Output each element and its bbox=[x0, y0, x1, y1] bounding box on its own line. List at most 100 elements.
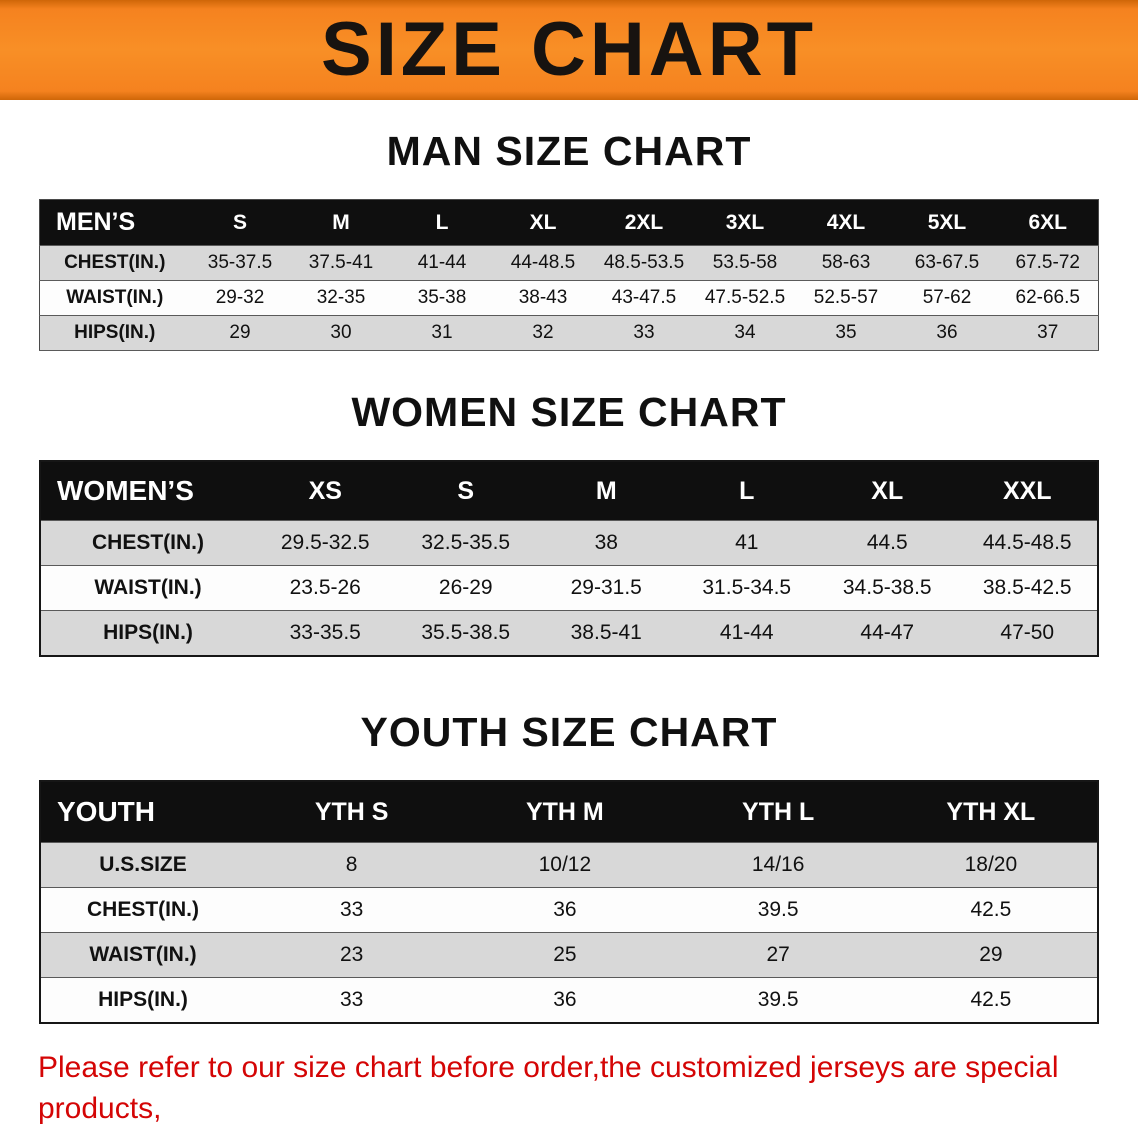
size-value-cell: 33 bbox=[339, 988, 364, 1011]
size-value-cell: 38.5-41 bbox=[570, 621, 642, 644]
size-value-cell: 27 bbox=[766, 943, 790, 966]
table-row: HIPS(IN.) 33 36 39.5 42.5 bbox=[40, 977, 1098, 1023]
size-chart-banner: SIZE CHART bbox=[0, 0, 1138, 100]
size-column-header: 4XL bbox=[795, 199, 897, 246]
table-row: CHEST(IN.) 35-37.5 37.5-41 41-44 44-48.5 48.5… bbox=[39, 245, 1099, 281]
size-column-header: S bbox=[189, 199, 291, 246]
size-value-cell: 29.5-32.5 bbox=[280, 531, 370, 554]
disclaimer-line-1: Please refer to our size chart before or… bbox=[38, 1051, 1059, 1125]
women-size-table: WOMEN’S XS S M L XL XXL CHEST(IN.) 29.5-32.5 32.5… bbox=[39, 460, 1099, 657]
size-value-cell: 48.5-53.5 bbox=[603, 252, 685, 273]
size-value-cell: 23 bbox=[339, 943, 364, 966]
men-size-table: MEN’S S M L XL 2XL 3XL 4XL 5XL 6XL CHEST(IN.) 35-37… bbox=[39, 199, 1099, 351]
size-value-cell: 37.5-41 bbox=[308, 252, 374, 273]
size-value-cell: 67.5-72 bbox=[1015, 252, 1080, 273]
row-label: WAIST(IN.) bbox=[66, 287, 164, 308]
size-value-cell: 35.5-38.5 bbox=[421, 621, 511, 644]
row-label: CHEST(IN.) bbox=[64, 252, 166, 273]
size-column-header: XL bbox=[817, 461, 958, 521]
table-row: CHEST(IN.) 29.5-32.5 32.5-35.5 38 41 44.5 44.5… bbox=[40, 520, 1098, 566]
size-value-cell: 34 bbox=[734, 322, 756, 343]
size-value-cell: 47-50 bbox=[1000, 621, 1055, 644]
row-label: HIPS(IN.) bbox=[98, 988, 188, 1011]
row-label: U.S.SIZE bbox=[99, 853, 187, 876]
row-label: HIPS(IN.) bbox=[74, 322, 156, 343]
size-value-cell: 41 bbox=[735, 531, 759, 554]
size-column-header: 5XL bbox=[896, 199, 998, 246]
size-value-cell: 32-35 bbox=[316, 287, 366, 308]
size-value-cell: 34.5-38.5 bbox=[842, 576, 932, 599]
size-column-header: 6XL bbox=[997, 199, 1099, 246]
table-row: U.S.SIZE 8 10/12 14/16 18/20 bbox=[40, 842, 1098, 888]
size-column-header: L bbox=[676, 461, 817, 521]
row-label: HIPS(IN.) bbox=[103, 621, 193, 644]
table-row: HIPS(IN.) 29 30 31 32 33 34 35 36 37 bbox=[39, 315, 1099, 351]
men-section-heading: MAN SIZE CHART bbox=[386, 128, 752, 174]
women-section-heading: WOMEN SIZE CHART bbox=[351, 389, 787, 435]
size-column-header: YTH M bbox=[458, 781, 672, 843]
table-row: CHEST(IN.) 33 36 39.5 42.5 bbox=[40, 887, 1098, 933]
size-value-cell: 33 bbox=[339, 898, 364, 921]
size-value-cell: 18/20 bbox=[964, 853, 1018, 876]
size-value-cell: 35-37.5 bbox=[207, 252, 273, 273]
size-column-header: XL bbox=[492, 199, 594, 246]
size-column-header: YTH L bbox=[671, 781, 885, 843]
size-value-cell: 41-44 bbox=[719, 621, 774, 644]
women-size-section: WOMEN SIZE CHART WOMEN’S XS S M L XL XXL CHEST(… bbox=[0, 389, 1138, 657]
size-value-cell: 39.5 bbox=[757, 898, 799, 921]
page-title: SIZE CHART bbox=[321, 7, 817, 92]
size-value-cell: 33 bbox=[633, 322, 655, 343]
size-column-header: 3XL bbox=[694, 199, 796, 246]
size-value-cell: 32 bbox=[532, 322, 554, 343]
table-row: WAIST(IN.) 29-32 32-35 35-38 38-43 43-47.5 47.… bbox=[39, 280, 1099, 316]
table-corner-label: MEN’S bbox=[39, 199, 190, 246]
size-value-cell: 43-47.5 bbox=[611, 287, 677, 308]
row-label: WAIST(IN.) bbox=[94, 576, 202, 599]
size-value-cell: 37 bbox=[1037, 322, 1059, 343]
size-value-cell: 36 bbox=[553, 898, 577, 921]
size-value-cell: 52.5-57 bbox=[813, 287, 879, 308]
size-value-cell: 47.5-52.5 bbox=[704, 287, 786, 308]
size-column-header: S bbox=[395, 461, 536, 521]
size-value-cell: 53.5-58 bbox=[712, 252, 778, 273]
size-value-cell: 30 bbox=[330, 322, 352, 343]
size-column-header: YTH S bbox=[245, 781, 459, 843]
table-header-row: YOUTH YTH S YTH M YTH L YTH XL bbox=[40, 781, 1098, 843]
size-value-cell: 36 bbox=[936, 322, 958, 343]
size-value-cell: 29-31.5 bbox=[570, 576, 642, 599]
row-label: CHEST(IN.) bbox=[92, 531, 204, 554]
size-value-cell: 29 bbox=[229, 322, 251, 343]
size-value-cell: 42.5 bbox=[970, 988, 1012, 1011]
size-value-cell: 58-63 bbox=[821, 252, 871, 273]
size-value-cell: 14/16 bbox=[751, 853, 805, 876]
size-value-cell: 8 bbox=[345, 853, 358, 876]
size-value-cell: 35-38 bbox=[417, 287, 467, 308]
size-value-cell: 31 bbox=[431, 322, 453, 343]
size-value-cell: 42.5 bbox=[970, 898, 1012, 921]
size-value-cell: 33-35.5 bbox=[289, 621, 361, 644]
size-value-cell: 32.5-35.5 bbox=[421, 531, 511, 554]
size-value-cell: 44-48.5 bbox=[510, 252, 576, 273]
size-value-cell: 35 bbox=[835, 322, 857, 343]
size-value-cell: 62-66.5 bbox=[1015, 287, 1080, 308]
size-value-cell: 44.5 bbox=[866, 531, 908, 554]
table-header-row: MEN’S S M L XL 2XL 3XL 4XL 5XL 6XL bbox=[39, 199, 1099, 246]
size-column-header: YTH XL bbox=[884, 781, 1098, 843]
size-column-header: 2XL bbox=[593, 199, 695, 246]
size-value-cell: 38-43 bbox=[518, 287, 568, 308]
size-value-cell: 38.5-42.5 bbox=[982, 576, 1072, 599]
table-row: WAIST(IN.) 23 25 27 29 bbox=[40, 932, 1098, 978]
disclaimer: Please refer to our size chart before or… bbox=[38, 1048, 1100, 1132]
size-value-cell: 36 bbox=[553, 988, 577, 1011]
youth-size-table: YOUTH YTH S YTH M YTH L YTH XL U.S.SIZE 8 10/12… bbox=[39, 780, 1099, 1024]
table-header-row: WOMEN’S XS S M L XL XXL bbox=[40, 461, 1098, 521]
size-value-cell: 63-67.5 bbox=[914, 252, 980, 273]
size-column-header: XS bbox=[255, 461, 396, 521]
size-value-cell: 25 bbox=[553, 943, 577, 966]
size-column-header: M bbox=[536, 461, 677, 521]
row-label: WAIST(IN.) bbox=[89, 943, 197, 966]
youth-section-heading: YOUTH SIZE CHART bbox=[360, 709, 778, 755]
size-value-cell: 29-32 bbox=[215, 287, 265, 308]
table-row: HIPS(IN.) 33-35.5 35.5-38.5 38.5-41 41-44 44-… bbox=[40, 610, 1098, 656]
